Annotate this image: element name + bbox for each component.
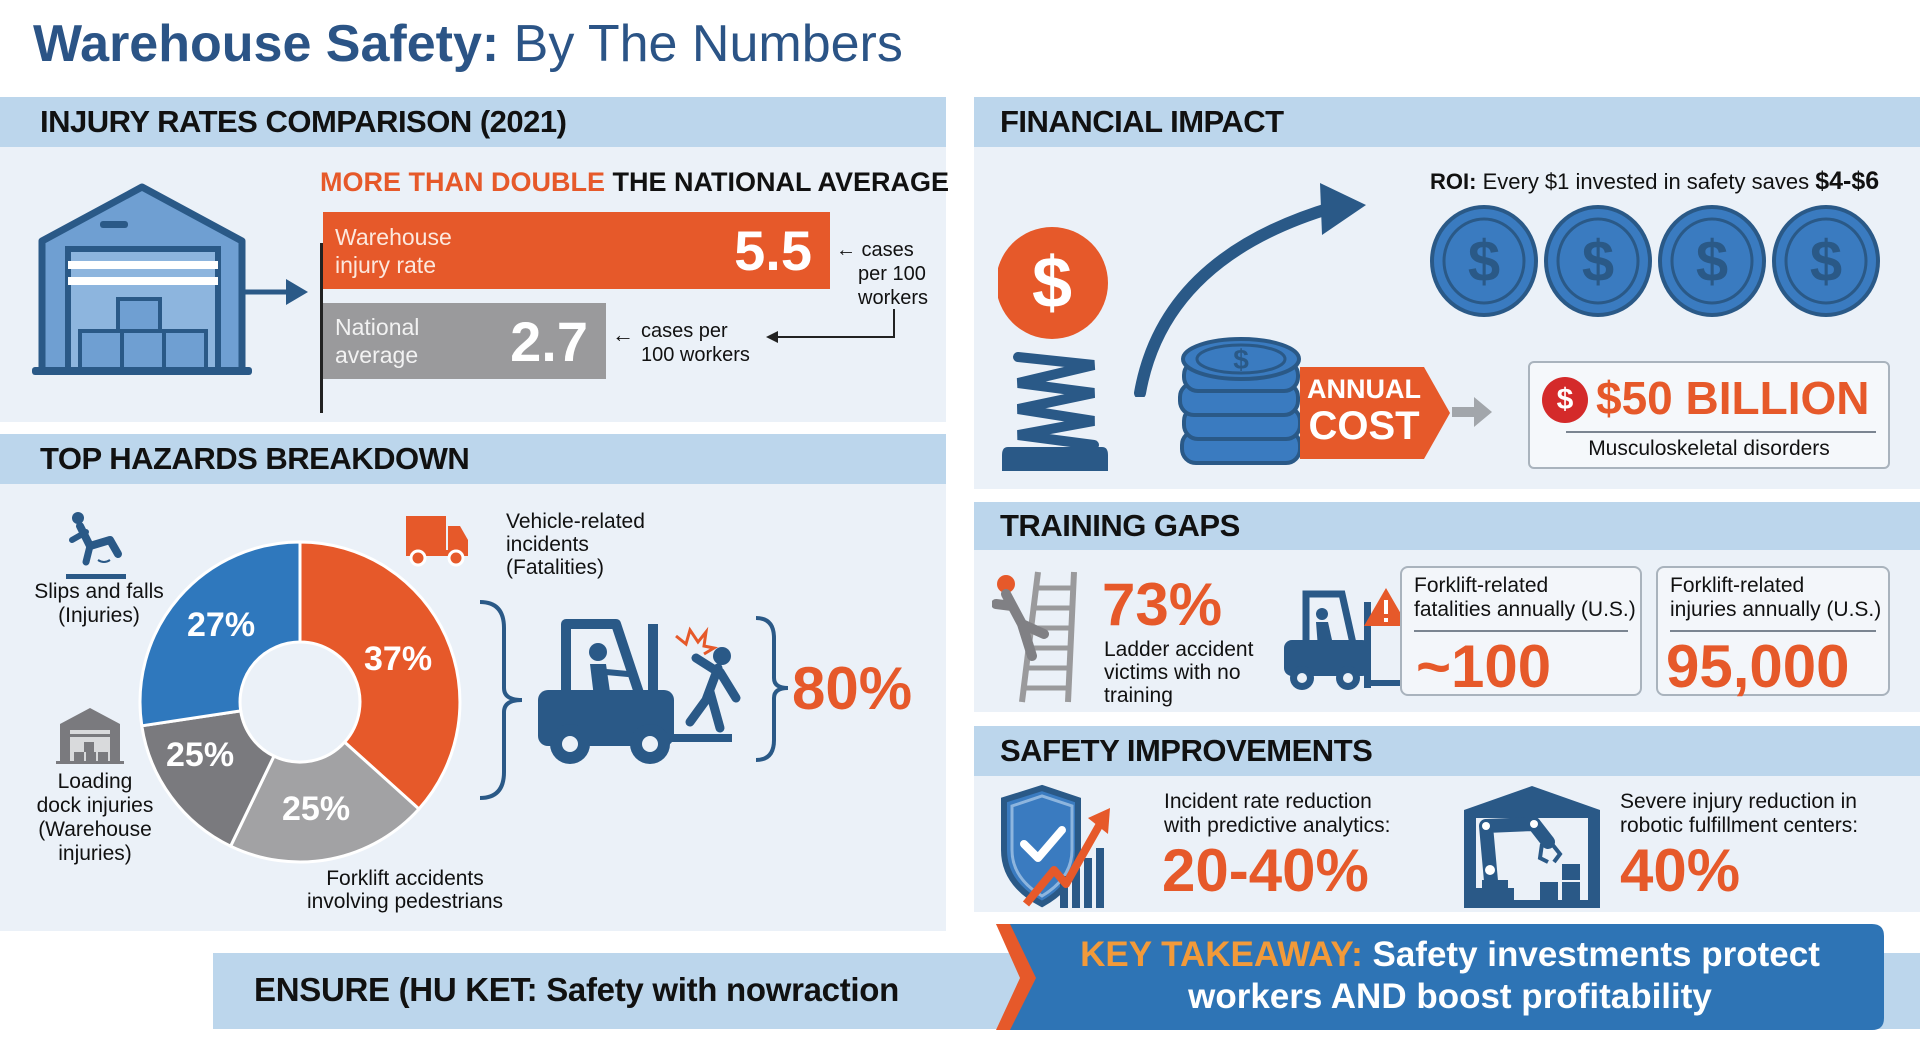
svg-text:$: $: [1696, 229, 1728, 294]
forklift-label: Forklift accidents involving pedestrians: [306, 867, 504, 913]
cost-box: $ $50 BILLION Musculoskeletal disorders: [1528, 361, 1890, 469]
svg-text:$: $: [1233, 344, 1249, 375]
red-dollar-icon: $: [1542, 377, 1588, 423]
coin-icon: $: [1772, 205, 1880, 317]
roi-label: ROI:: [1430, 169, 1477, 194]
financial-panel: FINANCIAL IMPACT $ ROI: Every $1 investe…: [974, 97, 1920, 489]
training-panel: TRAINING GAPS 73% Ladder accident victim…: [974, 502, 1920, 712]
dollar-spring-icon: $: [998, 225, 1128, 475]
slice-loading: [140, 709, 277, 849]
key-takeaway-label: KEY TAKEAWAY:: [1080, 935, 1363, 974]
svg-text:$: $: [1468, 229, 1500, 294]
divider: [1670, 630, 1876, 632]
robotic-text: Severe injury reduction in robotic fulfi…: [1620, 790, 1859, 837]
shield-analytics-icon: [996, 784, 1118, 908]
vehicle-label: Vehicle-related incidents (Fatalities): [506, 510, 645, 579]
left-brace-icon: [476, 598, 526, 802]
ladder-text: Ladder accident victims with no training: [1104, 638, 1254, 707]
svg-text:$: $: [1032, 243, 1072, 323]
curved-arrow-icon: [1134, 177, 1394, 397]
slice-forklift: [228, 739, 422, 864]
coin-icon: $: [1544, 205, 1652, 317]
hazards-donut-chart: [138, 540, 462, 864]
pct-slips: 27%: [187, 606, 256, 644]
ladder-pct: 73%: [1102, 571, 1223, 638]
ladder-fall-icon: [992, 566, 1088, 706]
divider: [1414, 630, 1628, 632]
slice-vehicle: [298, 540, 462, 812]
forklift-warning-icon: [1282, 588, 1412, 692]
slips-label: Slips and falls (Injuries): [34, 580, 164, 627]
loading-dock-icon: [56, 706, 124, 764]
key-takeaway-line1: Safety investments protect: [1372, 935, 1820, 974]
roi-coins: $ $ $ $: [1430, 205, 1880, 317]
roi-text: ROI: Every $1 invested in safety saves $…: [1430, 167, 1879, 196]
cost-value: $50 BILLION: [1596, 372, 1870, 424]
svg-text:$: $: [1582, 229, 1614, 294]
annual-cost-tag: [1300, 367, 1450, 459]
title-regular: By The Numbers: [513, 15, 903, 73]
footer-left-text: ENSURE (HU KET: Safety with nowraction: [254, 971, 899, 1008]
right-brace-icon: [752, 614, 792, 764]
subtitle-rest: THE NATIONAL AVERAGE: [612, 167, 950, 197]
truck-icon: [404, 514, 470, 568]
financial-heading: FINANCIAL IMPACT: [974, 97, 1920, 147]
roi-value: $4-$6: [1815, 167, 1880, 195]
connector-line: [766, 309, 900, 349]
svg-text:$: $: [1810, 229, 1842, 294]
fatalities-value: ~100: [1416, 633, 1552, 700]
bar-axis-line: [320, 243, 323, 413]
slip-fall-icon: [64, 510, 136, 580]
robotic-value: 40%: [1620, 837, 1741, 904]
injury-subtitle: MORE THAN DOUBLE THE NATIONAL AVERAGE: [320, 167, 949, 198]
roi-description: Every $1 invested in safety saves: [1482, 169, 1810, 194]
pct-loading: 25%: [166, 736, 235, 774]
improvements-panel: SAFETY IMPROVEMENTS Incident rate reduct…: [974, 726, 1920, 912]
injuries-value: 95,000: [1666, 633, 1850, 700]
forklift-injuries-box: Forklift-related injuries annually (U.S.…: [1656, 566, 1890, 700]
warehouse-unit: ← cases per 100 workers: [836, 239, 929, 309]
forklift-pedestrian-pct: 80%: [792, 655, 913, 722]
national-unit: cases per 100 workers: [641, 320, 750, 366]
coin-icon: $: [1430, 205, 1538, 317]
warehouse-bar-label: Warehouse injury rate: [335, 223, 452, 278]
improvements-heading: SAFETY IMPROVEMENTS: [974, 726, 1920, 776]
cost-caption: Musculoskeletal disorders: [1588, 437, 1830, 460]
slice-slips: [138, 540, 302, 728]
key-takeaway-line2: workers AND boost profitability: [1188, 977, 1712, 1016]
national-bar: National average 2.7: [323, 303, 606, 379]
forklift-pedestrian-icon: [536, 614, 752, 764]
forklift-fatalities-box: Forklift-related fatalities annually (U.…: [1400, 566, 1642, 700]
national-arrow: ←: [612, 322, 634, 347]
coin-stack-icon: $: [1176, 335, 1306, 469]
key-takeaway-box: [996, 924, 1886, 1030]
page-title: Warehouse Safety: By The Numbers: [33, 14, 903, 74]
cost-divider: [1566, 431, 1876, 433]
key-takeaway-text: KEY TAKEAWAY: Safety investments protect…: [1040, 934, 1860, 1018]
robotic-warehouse-icon: [1462, 784, 1602, 908]
national-bar-value: 2.7: [510, 309, 588, 373]
title-bold: Warehouse Safety:: [33, 15, 500, 73]
training-heading: TRAINING GAPS: [974, 502, 1920, 550]
annual-cost-label: ANNUAL COST: [1307, 374, 1421, 448]
coin-icon: $: [1658, 205, 1766, 317]
injury-rates-panel: INJURY RATES COMPARISON (2021) MORE THAN…: [0, 97, 949, 422]
subtitle-highlight: MORE THAN DOUBLE: [320, 167, 605, 197]
right-arrow-icon: [244, 277, 310, 307]
gray-arrow-icon: [1452, 397, 1494, 427]
injury-rates-heading: INJURY RATES COMPARISON (2021): [0, 97, 946, 147]
warehouse-icon: [30, 181, 255, 381]
pct-forklift: 25%: [282, 790, 351, 828]
hazards-panel: TOP HAZARDS BREAKDOWN Slips and falls (I…: [0, 434, 946, 931]
warehouse-bar: Warehouse injury rate 5.5: [323, 212, 830, 289]
loading-label: Loading dock injuries (Warehouse injurie…: [36, 770, 154, 865]
analytics-text: Incident rate reduction with predictive …: [1164, 790, 1391, 837]
warehouse-bar-value: 5.5: [734, 219, 812, 282]
analytics-value: 20-40%: [1162, 837, 1369, 904]
national-bar-label: National average: [335, 314, 420, 368]
hazards-heading: TOP HAZARDS BREAKDOWN: [0, 434, 946, 484]
pct-vehicle: 37%: [364, 640, 433, 678]
